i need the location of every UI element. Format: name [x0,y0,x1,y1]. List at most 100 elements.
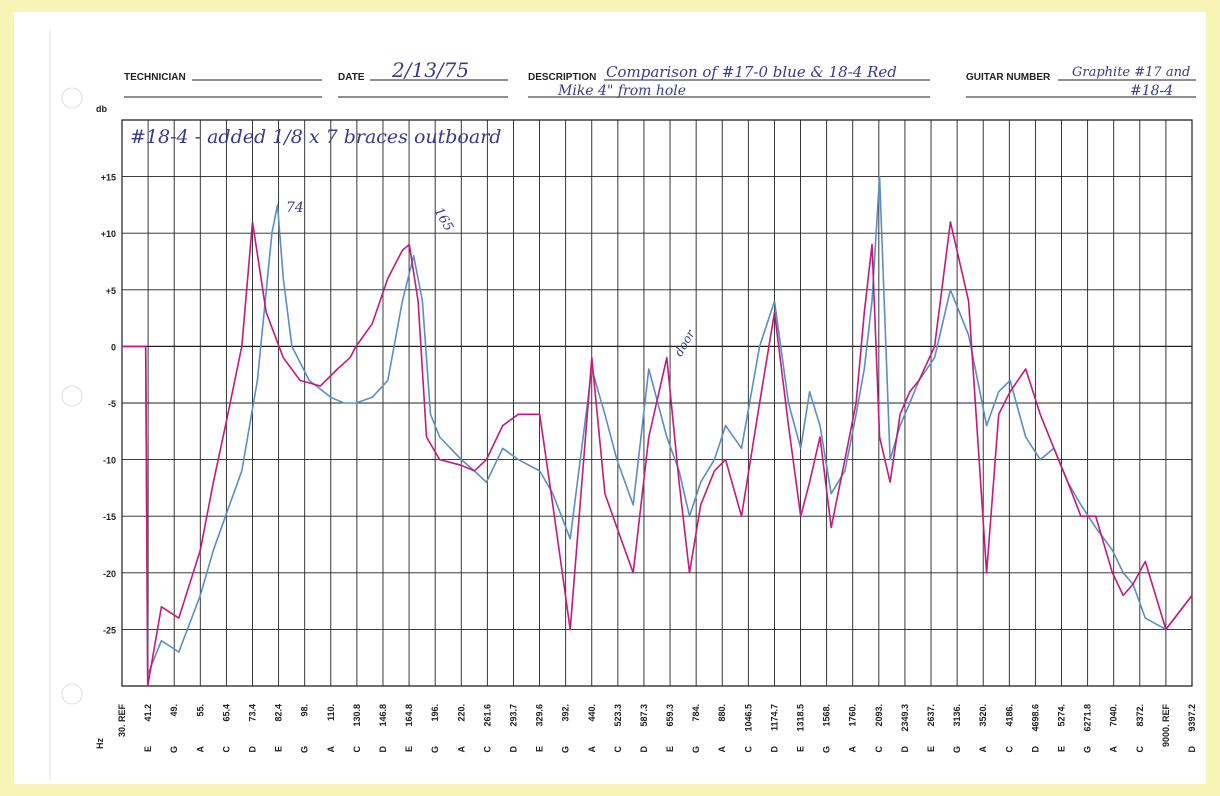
x-tick-freq: 1568. [822,704,832,727]
x-tick-freq: 8372. [1135,704,1145,727]
x-tick-note: C [1135,746,1145,753]
x-tick-note: D [378,746,388,753]
x-tick-freq: 55. [195,704,205,717]
x-tick-freq: 130.8 [352,704,362,727]
annotation-74: 74 [286,200,304,216]
x-tick-freq: 392. [561,704,571,722]
x-tick-freq: 261.6 [482,704,492,727]
x-tick-freq: 41.2 [143,704,153,722]
x-tick-freq: 6271.8 [1083,704,1093,732]
x-tick-note: C [613,746,623,753]
x-tick-freq: 2637. [926,704,936,727]
x-tick-note: E [535,746,545,752]
x-tick-note: A [1109,746,1119,753]
x-tick-note: E [143,746,153,752]
guitar-number-label: GUITAR NUMBER [966,72,1051,83]
x-tick-note: G [1083,746,1093,753]
guitar-number-value-1: Graphite #17 and [1072,65,1190,80]
x-tick-note: A [978,746,988,753]
x-tick-note: G [822,746,832,753]
x-tick-note: A [848,746,858,753]
hole-punch-bottom [61,683,83,705]
x-tick-freq: 164.8 [404,704,414,727]
x-tick-freq: 1318.5 [796,704,806,732]
description-value-2: Mike 4" from hole [557,83,686,99]
x-tick-note: D [769,746,779,753]
x-tick-note: C [743,746,753,753]
x-tick-freq: 440. [587,704,597,722]
x-tick-note: E [926,746,936,752]
x-tick-freq: 3136. [952,704,962,727]
x-tick-note: C [352,746,362,753]
x-tick-freq: 1760. [848,704,858,727]
x-tick-note: E [1057,746,1067,752]
x-tick-note: C [482,746,492,753]
x-axis-label: Hz [95,738,105,749]
x-tick-freq: 1046.5 [743,704,753,732]
y-tick-labels: +15 +10 +5 0 -5 -10 -15 -20 -25 [101,173,116,636]
x-tick-note: G [300,746,310,753]
x-tick-note: D [508,746,518,753]
description-value-1: Comparison of #17-0 blue & 18-4 Red [606,63,897,81]
y-axis-label: db [96,104,107,114]
hole-punch-middle [61,385,83,407]
date-value: 2/13/75 [391,58,469,82]
y-tick-label: -10 [103,456,116,466]
x-tick-freq: 523.3 [613,704,623,727]
hole-punch-top [61,87,83,109]
x-tick-freq: 196. [430,704,440,722]
x-tick-note: G [691,746,701,753]
x-tick-note: D [1030,746,1040,753]
x-tick-note: D [1187,746,1197,753]
x-tick-note: A [195,746,205,753]
x-tick-freq: 98. [300,704,310,717]
x-tick-freq: 329.6 [535,704,545,727]
annotation-165: 165 [431,205,456,234]
x-tick-freq: 110. [326,704,336,721]
x-tick-note: G [952,746,962,753]
data-series [122,175,1193,687]
y-tick-label: -25 [103,625,116,635]
x-tick-freq: 4186. [1004,704,1014,727]
description-label: DESCRIPTION [528,72,596,83]
x-tick-freq: 1174.7 [769,704,779,731]
x-tick-freq: 82.4 [274,704,284,722]
series-line-1 [122,175,1193,676]
x-tick-note: G [169,746,179,753]
y-tick-label: 0 [111,342,116,352]
x-tick-note: D [639,746,649,753]
y-tick-label: -20 [103,569,116,579]
x-tick-labels: 30. REF 41.2 E 49. G 55. A 65.4 C 73.4 D 82.4 E 98. G 1… [117,704,1197,754]
x-tick-freq: 9397.2 [1187,704,1197,732]
x-tick-note: A [587,746,597,753]
x-tick-freq: 4698.6 [1030,704,1040,732]
x-tick-freq: 146.8 [378,704,388,727]
y-tick-label: -15 [103,512,116,522]
x-tick-note: D [900,746,910,753]
x-tick-note: E [274,746,284,752]
y-tick-label: +10 [101,229,116,239]
x-tick-freq: 2349.3 [900,704,910,732]
x-tick-freq: 65.4 [221,704,231,722]
grid [121,119,1193,687]
x-tick-note: E [404,746,414,752]
x-tick-note: E [665,746,675,752]
series-line-2 [122,221,1193,687]
x-tick-freq: 73.4 [247,704,257,722]
x-tick-freq: 5274. [1057,704,1067,727]
date-label: DATE [338,72,365,83]
x-tick-freq: 659.3 [665,704,675,727]
x-tick-freq: 30. REF [117,704,127,738]
x-tick-freq: 587.3 [639,704,649,727]
handwritten-note: #18-4 - added 1/8 x 7 braces outboard [130,126,501,148]
annotation-door: door [671,326,698,358]
x-tick-note: A [456,746,466,753]
y-tick-label: +5 [106,286,116,296]
x-tick-freq: 784. [691,704,701,722]
x-tick-freq: 2093. [874,704,884,727]
x-tick-freq: 3520. [978,704,988,727]
x-tick-note: D [247,746,257,753]
x-tick-note: C [221,746,231,753]
x-tick-note: A [326,746,336,753]
